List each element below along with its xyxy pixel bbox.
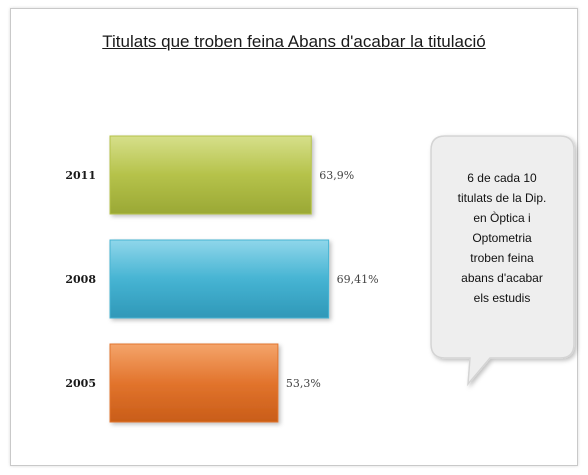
chart-title: Titulats que troben feina Abans d'acabar… xyxy=(102,32,486,51)
callout-line: Optometria xyxy=(472,231,532,245)
callout-line: els estudis xyxy=(473,291,531,305)
bar-2008 xyxy=(109,239,330,319)
bar-2005 xyxy=(109,343,279,423)
callout-text: 6 de cada 10 titulats de la Dip. en Òpti… xyxy=(430,168,574,308)
callout-line: 6 de cada 10 xyxy=(467,171,537,185)
callout-line: en Òptica i xyxy=(473,211,531,225)
value-label: 63,9% xyxy=(319,169,354,182)
callout-line: titulats de la Dip. xyxy=(457,191,547,205)
category-label: 2005 xyxy=(65,377,96,390)
bar-2011 xyxy=(109,135,312,215)
category-label: 2008 xyxy=(65,273,96,286)
callout-line: troben feina xyxy=(470,251,534,265)
category-label: 2011 xyxy=(65,169,96,182)
value-label: 69,41% xyxy=(337,273,379,286)
value-label: 53,3% xyxy=(286,377,321,390)
callout-line: abans d'acabar xyxy=(461,271,543,285)
callout-bubble xyxy=(430,135,575,387)
